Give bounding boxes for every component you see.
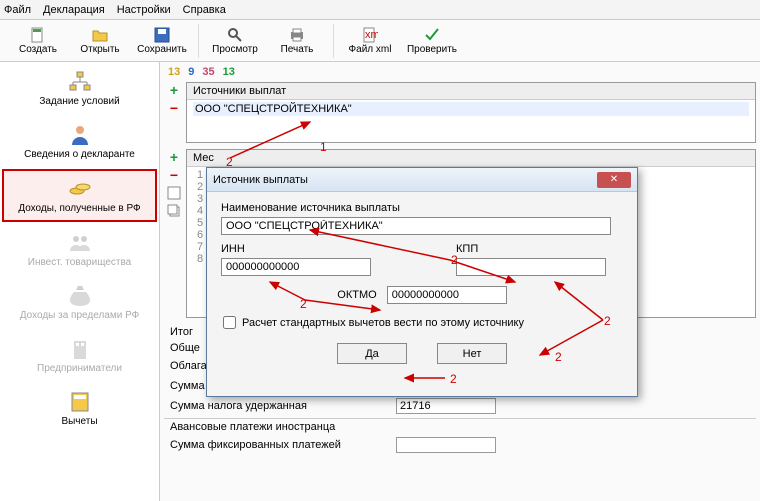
menu-settings[interactable]: Настройки: [117, 4, 171, 16]
save-button[interactable]: Сохранить: [132, 21, 192, 61]
tree-icon: [68, 70, 92, 94]
rate-13[interactable]: 13: [168, 66, 180, 78]
rate-counters: 13 9 35 13: [164, 66, 756, 82]
open-button[interactable]: Открыть: [70, 21, 130, 61]
view-button[interactable]: Просмотр: [205, 21, 265, 61]
inn-label: ИНН: [221, 243, 371, 255]
sources-tools: + −: [166, 82, 182, 116]
source-dialog: Источник выплаты ✕ Наименование источник…: [206, 167, 638, 397]
advance-head: Авансовые платежи иностранца: [170, 421, 390, 433]
xml-button[interactable]: xmlФайл xml: [340, 21, 400, 61]
toolbar-separator: [333, 24, 334, 58]
tax-held-label: Сумма налога удержанная: [170, 400, 390, 412]
sources-header: Источники выплат: [187, 83, 755, 100]
check-button[interactable]: Проверить: [402, 21, 462, 61]
dialog-titlebar[interactable]: Источник выплаты ✕: [207, 168, 637, 192]
kpp-label: КПП: [456, 243, 606, 255]
sidebar-item-income-rf[interactable]: Доходы, полученные в РФ: [2, 169, 157, 222]
menu-help[interactable]: Справка: [183, 4, 226, 16]
sidebar: Задание условий Сведения о декларанте До…: [0, 62, 160, 501]
save-icon: [154, 27, 170, 43]
std-deduct-checkbox[interactable]: [223, 316, 236, 329]
create-button[interactable]: Создать: [8, 21, 68, 61]
yes-button[interactable]: Да: [337, 343, 407, 364]
add-source-button[interactable]: +: [166, 82, 182, 98]
building-icon: [68, 337, 92, 361]
svg-text:xml: xml: [365, 29, 378, 41]
folder-open-icon: [92, 27, 108, 43]
money-bag-icon: [68, 284, 92, 308]
inn-input[interactable]: [221, 258, 371, 276]
kpp-input[interactable]: [456, 258, 606, 276]
months-tools: + −: [166, 149, 182, 219]
oktmo-label: ОКТМО: [337, 289, 376, 301]
months-header: Мес: [187, 150, 755, 167]
no-button[interactable]: Нет: [437, 343, 507, 364]
name-label: Наименование источника выплаты: [221, 202, 623, 214]
toolbar: Создать Открыть Сохранить Просмотр Печат…: [0, 20, 760, 62]
new-file-icon: [30, 27, 46, 43]
close-icon[interactable]: ✕: [597, 172, 631, 188]
sidebar-item-conditions[interactable]: Задание условий: [2, 63, 157, 114]
remove-source-button[interactable]: −: [166, 100, 182, 116]
printer-icon: [289, 27, 305, 43]
sidebar-item-income-abroad[interactable]: Доходы за пределами РФ: [2, 277, 157, 328]
copy-month-button[interactable]: [166, 203, 182, 219]
coins-icon: [68, 177, 92, 201]
sidebar-item-entrepreneur[interactable]: Предприниматели: [2, 330, 157, 381]
sidebar-item-declarant[interactable]: Сведения о декларанте: [2, 116, 157, 167]
sidebar-item-deductions[interactable]: Вычеты: [2, 383, 157, 434]
print-button[interactable]: Печать: [267, 21, 327, 61]
menu-file[interactable]: Файл: [4, 4, 31, 16]
oktmo-input[interactable]: [387, 286, 507, 304]
menu-declaration[interactable]: Декларация: [43, 4, 105, 16]
check-icon: [424, 27, 440, 43]
person-icon: [68, 123, 92, 147]
source-row[interactable]: ООО "СПЕЦСТРОЙТЕХНИКА": [193, 102, 749, 116]
people-icon: [68, 231, 92, 255]
edit-month-button[interactable]: [166, 185, 182, 201]
magnifier-icon: [227, 27, 243, 43]
add-month-button[interactable]: +: [166, 149, 182, 165]
fixed-input[interactable]: [396, 437, 496, 453]
calculator-icon: [68, 390, 92, 414]
name-input[interactable]: [221, 217, 611, 235]
sources-panel: Источники выплат ООО "СПЕЦСТРОЙТЕХНИКА": [186, 82, 756, 143]
rate-35[interactable]: 35: [202, 66, 214, 78]
dialog-title: Источник выплаты: [213, 174, 308, 186]
menu-bar: Файл Декларация Настройки Справка: [0, 0, 760, 20]
rate-13b[interactable]: 13: [223, 66, 235, 78]
fixed-label: Сумма фиксированных платежей: [170, 439, 390, 451]
checkbox-label: Расчет стандартных вычетов вести по этом…: [242, 317, 524, 329]
rate-9[interactable]: 9: [188, 66, 194, 78]
sidebar-item-invest[interactable]: Инвест. товарищества: [2, 224, 157, 275]
tax-held-input[interactable]: [396, 398, 496, 414]
remove-month-button[interactable]: −: [166, 167, 182, 183]
xml-file-icon: xml: [362, 27, 378, 43]
toolbar-separator: [198, 24, 199, 58]
